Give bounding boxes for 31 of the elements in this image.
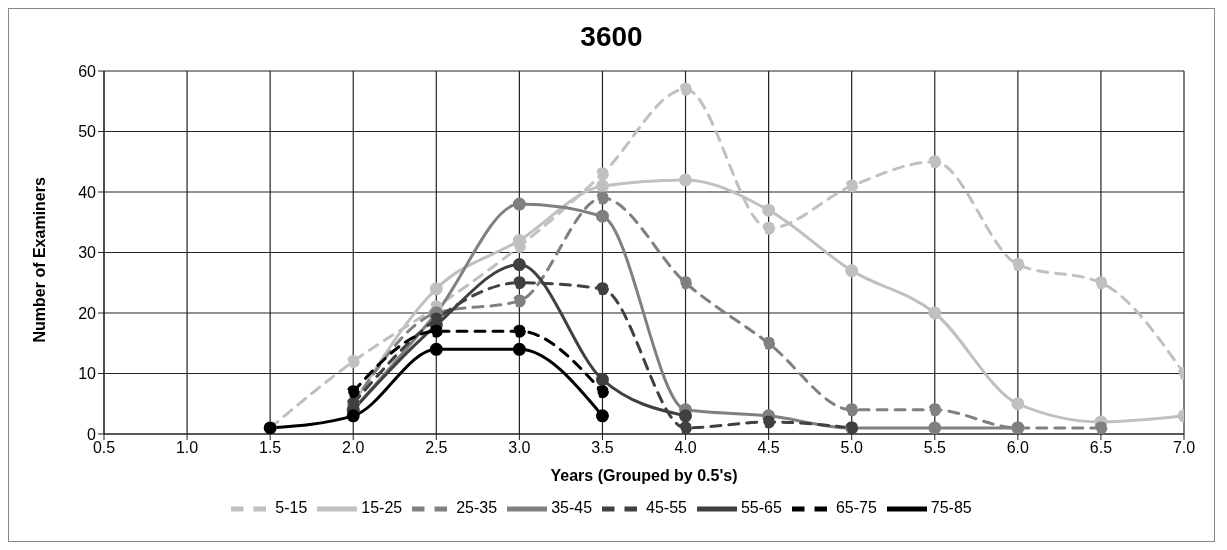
- x-tick-label: 6.5: [1089, 439, 1113, 457]
- x-tick-label: 4.0: [674, 439, 697, 457]
- legend-label: 75-85: [930, 499, 972, 517]
- legend-label: 5-15: [275, 499, 308, 517]
- y-tick-label: 30: [78, 244, 97, 262]
- x-tick-label: 5.5: [923, 439, 946, 457]
- x-tick-label: 5.0: [840, 439, 863, 457]
- x-tick-label: 3.0: [508, 439, 531, 457]
- x-tick-label: 2.0: [342, 439, 365, 457]
- x-tick-label: 3.5: [591, 439, 614, 457]
- legend-label: 45-55: [646, 499, 687, 517]
- x-tick-label: 7.0: [1172, 439, 1196, 457]
- x-tick-label: 4.5: [757, 439, 780, 457]
- y-tick-label: 10: [78, 365, 97, 383]
- legend-label: 15-25: [361, 499, 403, 517]
- y-tick-label: 50: [78, 123, 97, 141]
- x-tick-label: 1.5: [259, 439, 282, 457]
- x-axis-title: Years (Grouped by 0.5's): [550, 467, 738, 484]
- x-tick-label: 6.0: [1006, 439, 1030, 457]
- y-tick-label: 20: [78, 304, 97, 322]
- y-axis-title: Number of Examiners: [30, 177, 48, 343]
- y-tick-label: 40: [78, 183, 97, 201]
- x-tick-label: 0.5: [92, 439, 116, 457]
- x-tick-label: 2.5: [425, 439, 448, 457]
- x-tick-label: 1.0: [175, 439, 199, 457]
- chart-title: 3600: [579, 21, 644, 54]
- legend-label: 35-45: [551, 499, 593, 517]
- legend-label: 65-75: [835, 499, 877, 517]
- y-tick-label: 60: [78, 62, 97, 80]
- legend-label: 25-35: [456, 499, 498, 517]
- legend-label: 55-65: [740, 499, 782, 517]
